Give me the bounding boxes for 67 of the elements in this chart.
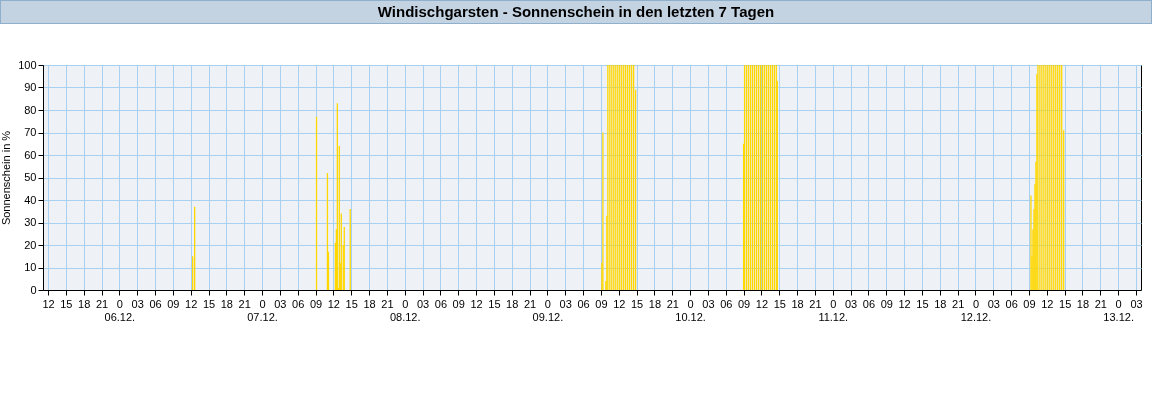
x-tick-label: 12 (42, 297, 55, 310)
x-tick-label: 06 (862, 297, 876, 310)
x-tick-label: 06 (434, 297, 448, 310)
x-tick-label: 15 (630, 297, 644, 310)
y-tick-label: 80 (24, 103, 37, 116)
x-tick-label: 03 (274, 297, 287, 310)
x-tick-label: 21 (381, 297, 394, 310)
x-tick-label: 18 (220, 297, 233, 310)
x-tick-label: 12 (898, 297, 911, 310)
x-tick-label: 09 (1023, 297, 1036, 310)
x-tick-label: 15 (60, 297, 73, 310)
x-tick-label: 15 (488, 297, 501, 310)
x-tick-label: 03 (987, 297, 1000, 310)
y-tick-label: 60 (24, 148, 37, 161)
x-tick-label: 03 (416, 297, 430, 310)
x-tick-label: 18 (78, 297, 91, 310)
y-tick-label: 40 (24, 193, 37, 206)
x-tick-label: 21 (523, 297, 537, 310)
x-tick-label: 06 (292, 297, 305, 310)
x-tick-label: 15 (1059, 297, 1072, 310)
x-tick-label: 21 (666, 297, 679, 310)
x-tick-label: 18 (506, 297, 519, 310)
x-tick-label: 15 (773, 297, 786, 310)
x-tick-label: 12 (185, 297, 198, 310)
x-tick-label: 15 (345, 297, 358, 310)
y-axis-title: Sonnenschein in % (0, 130, 13, 226)
x-tick-label: 21 (809, 297, 822, 310)
x-tick-label: 12 (755, 297, 769, 310)
x-tick-label: 09 (452, 297, 465, 310)
x-tick-label: 09 (167, 297, 180, 310)
x-tick-label: 09 (880, 297, 893, 310)
x-tick-label: 06 (1005, 297, 1018, 310)
x-tick-label: 12 (613, 297, 626, 310)
x-tick-label: 18 (648, 297, 662, 310)
x-tick-label: 09 (737, 297, 751, 310)
x-tick-label: 03 (702, 297, 715, 310)
y-tick-label: 50 (24, 171, 37, 183)
x-tick-label: 06 (149, 297, 162, 310)
x-tick-label: 12 (1041, 297, 1054, 310)
y-tick-label: 0 (30, 283, 37, 296)
x-tick-label: 18 (363, 297, 376, 310)
x-tick-label: 21 (952, 297, 965, 310)
y-tick-label: 70 (24, 126, 37, 138)
x-tick-label: 12 (327, 297, 340, 310)
x-tick-label: 09 (595, 297, 608, 310)
x-tick-label: 21 (95, 297, 109, 310)
y-tick-label: 20 (24, 238, 37, 251)
x-tick-label: 06 (577, 297, 590, 310)
x-tick-label: 18 (1076, 297, 1090, 310)
y-tick-label: 100 (18, 58, 37, 71)
x-tick-label: 03 (131, 297, 144, 310)
chart-title: Windischgarsten - Sonnenschein in den letzten 7 Tagen (0, 0, 1152, 24)
x-tick-label: 15 (916, 297, 929, 310)
y-tick-label: 30 (24, 216, 37, 228)
x-tick-label: 03 (845, 297, 858, 310)
x-tick-label: 12 (470, 297, 483, 310)
x-tick-label: 06 (720, 297, 733, 310)
x-tick-label: 21 (238, 297, 251, 310)
x-tick-label: 03 (559, 297, 572, 310)
x-tick-label: 18 (791, 297, 804, 310)
x-tick-label: 15 (202, 297, 216, 310)
x-tick-label: 09 (309, 297, 323, 310)
y-tick-label: 90 (24, 81, 37, 93)
x-tick-label: 03 (1130, 297, 1143, 310)
x-tick-label: 18 (934, 297, 947, 310)
y-tick-label: 10 (24, 261, 37, 273)
x-tick-label: 21 (1094, 297, 1107, 310)
